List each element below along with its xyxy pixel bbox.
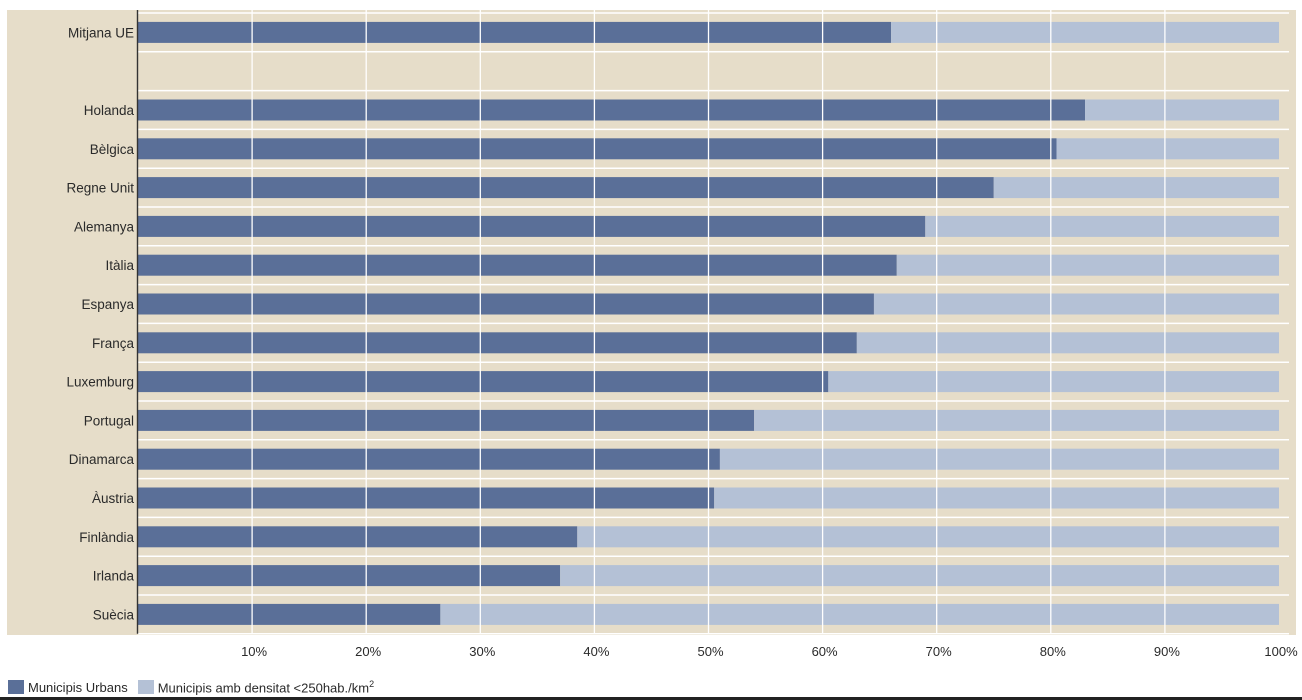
bar-urban-14 bbox=[138, 565, 560, 586]
category-label-8: França bbox=[92, 336, 135, 351]
bar-urban-5 bbox=[138, 216, 925, 237]
bar-urban-3 bbox=[138, 138, 1057, 159]
category-label-5: Alemanya bbox=[74, 219, 135, 234]
legend-label-low-density: Municipis amb densitat <250hab./km2 bbox=[158, 679, 374, 695]
bar-low-density-5 bbox=[925, 216, 1279, 237]
bar-urban-11 bbox=[138, 449, 720, 470]
x-tick-label-90: 90% bbox=[1154, 644, 1180, 659]
bar-urban-4 bbox=[138, 177, 994, 198]
category-label-0: Mitjana UE bbox=[68, 25, 134, 40]
bar-urban-2 bbox=[138, 100, 1085, 121]
bar-urban-15 bbox=[138, 604, 440, 625]
category-label-13: Finlàndia bbox=[79, 530, 134, 545]
bar-low-density-6 bbox=[897, 255, 1279, 276]
bar-urban-0 bbox=[138, 22, 891, 43]
x-tick-label-80: 80% bbox=[1040, 644, 1066, 659]
category-label-2: Holanda bbox=[84, 103, 135, 118]
bar-low-density-2 bbox=[1085, 100, 1279, 121]
bar-low-density-3 bbox=[1057, 138, 1279, 159]
category-label-3: Bèlgica bbox=[90, 142, 135, 157]
legend-label-urban: Municipis Urbans bbox=[28, 680, 128, 695]
bar-low-density-7 bbox=[874, 294, 1279, 315]
category-label-10: Portugal bbox=[84, 413, 134, 428]
x-tick-label-100: 100% bbox=[1264, 644, 1298, 659]
x-tick-label-20: 20% bbox=[355, 644, 381, 659]
category-label-7: Espanya bbox=[81, 297, 134, 312]
category-label-15: Suècia bbox=[93, 607, 135, 622]
bar-low-density-15 bbox=[440, 604, 1279, 625]
category-label-4: Regne Unit bbox=[66, 181, 134, 196]
bar-urban-9 bbox=[138, 371, 828, 392]
bar-low-density-4 bbox=[994, 177, 1279, 198]
bar-urban-7 bbox=[138, 294, 874, 315]
category-label-9: Luxemburg bbox=[66, 375, 134, 390]
bar-low-density-8 bbox=[857, 332, 1279, 353]
x-tick-label-30: 30% bbox=[469, 644, 495, 659]
category-label-11: Dinamarca bbox=[69, 452, 135, 467]
bar-urban-13 bbox=[138, 526, 577, 547]
bar-low-density-9 bbox=[828, 371, 1279, 392]
legend-item-urban: Municipis Urbans bbox=[8, 680, 128, 695]
category-label-6: Itàlia bbox=[105, 258, 134, 273]
bar-urban-12 bbox=[138, 488, 714, 509]
x-tick-label-40: 40% bbox=[583, 644, 609, 659]
bar-low-density-0 bbox=[891, 22, 1279, 43]
x-tick-label-60: 60% bbox=[812, 644, 838, 659]
bar-urban-8 bbox=[138, 332, 857, 353]
x-tick-label-70: 70% bbox=[926, 644, 952, 659]
legend-swatch-low-density bbox=[138, 680, 154, 694]
category-label-14: Irlanda bbox=[93, 569, 135, 584]
legend-item-low-density: Municipis amb densitat <250hab./km2 bbox=[138, 679, 374, 695]
bar-low-density-10 bbox=[754, 410, 1279, 431]
bar-urban-10 bbox=[138, 410, 754, 431]
bar-low-density-11 bbox=[720, 449, 1279, 470]
x-tick-label-50: 50% bbox=[697, 644, 723, 659]
bar-low-density-14 bbox=[560, 565, 1279, 586]
bar-low-density-13 bbox=[577, 526, 1279, 547]
bar-low-density-12 bbox=[714, 488, 1279, 509]
category-label-12: Àustria bbox=[92, 491, 135, 506]
legend: Municipis Urbans Municipis amb densitat … bbox=[8, 678, 384, 696]
legend-swatch-urban bbox=[8, 680, 24, 694]
x-tick-label-10: 10% bbox=[241, 644, 267, 659]
x-tick-labels: 10% 20% 30% 40% 50% 60% 70% 80% 90% 100% bbox=[241, 644, 1298, 659]
